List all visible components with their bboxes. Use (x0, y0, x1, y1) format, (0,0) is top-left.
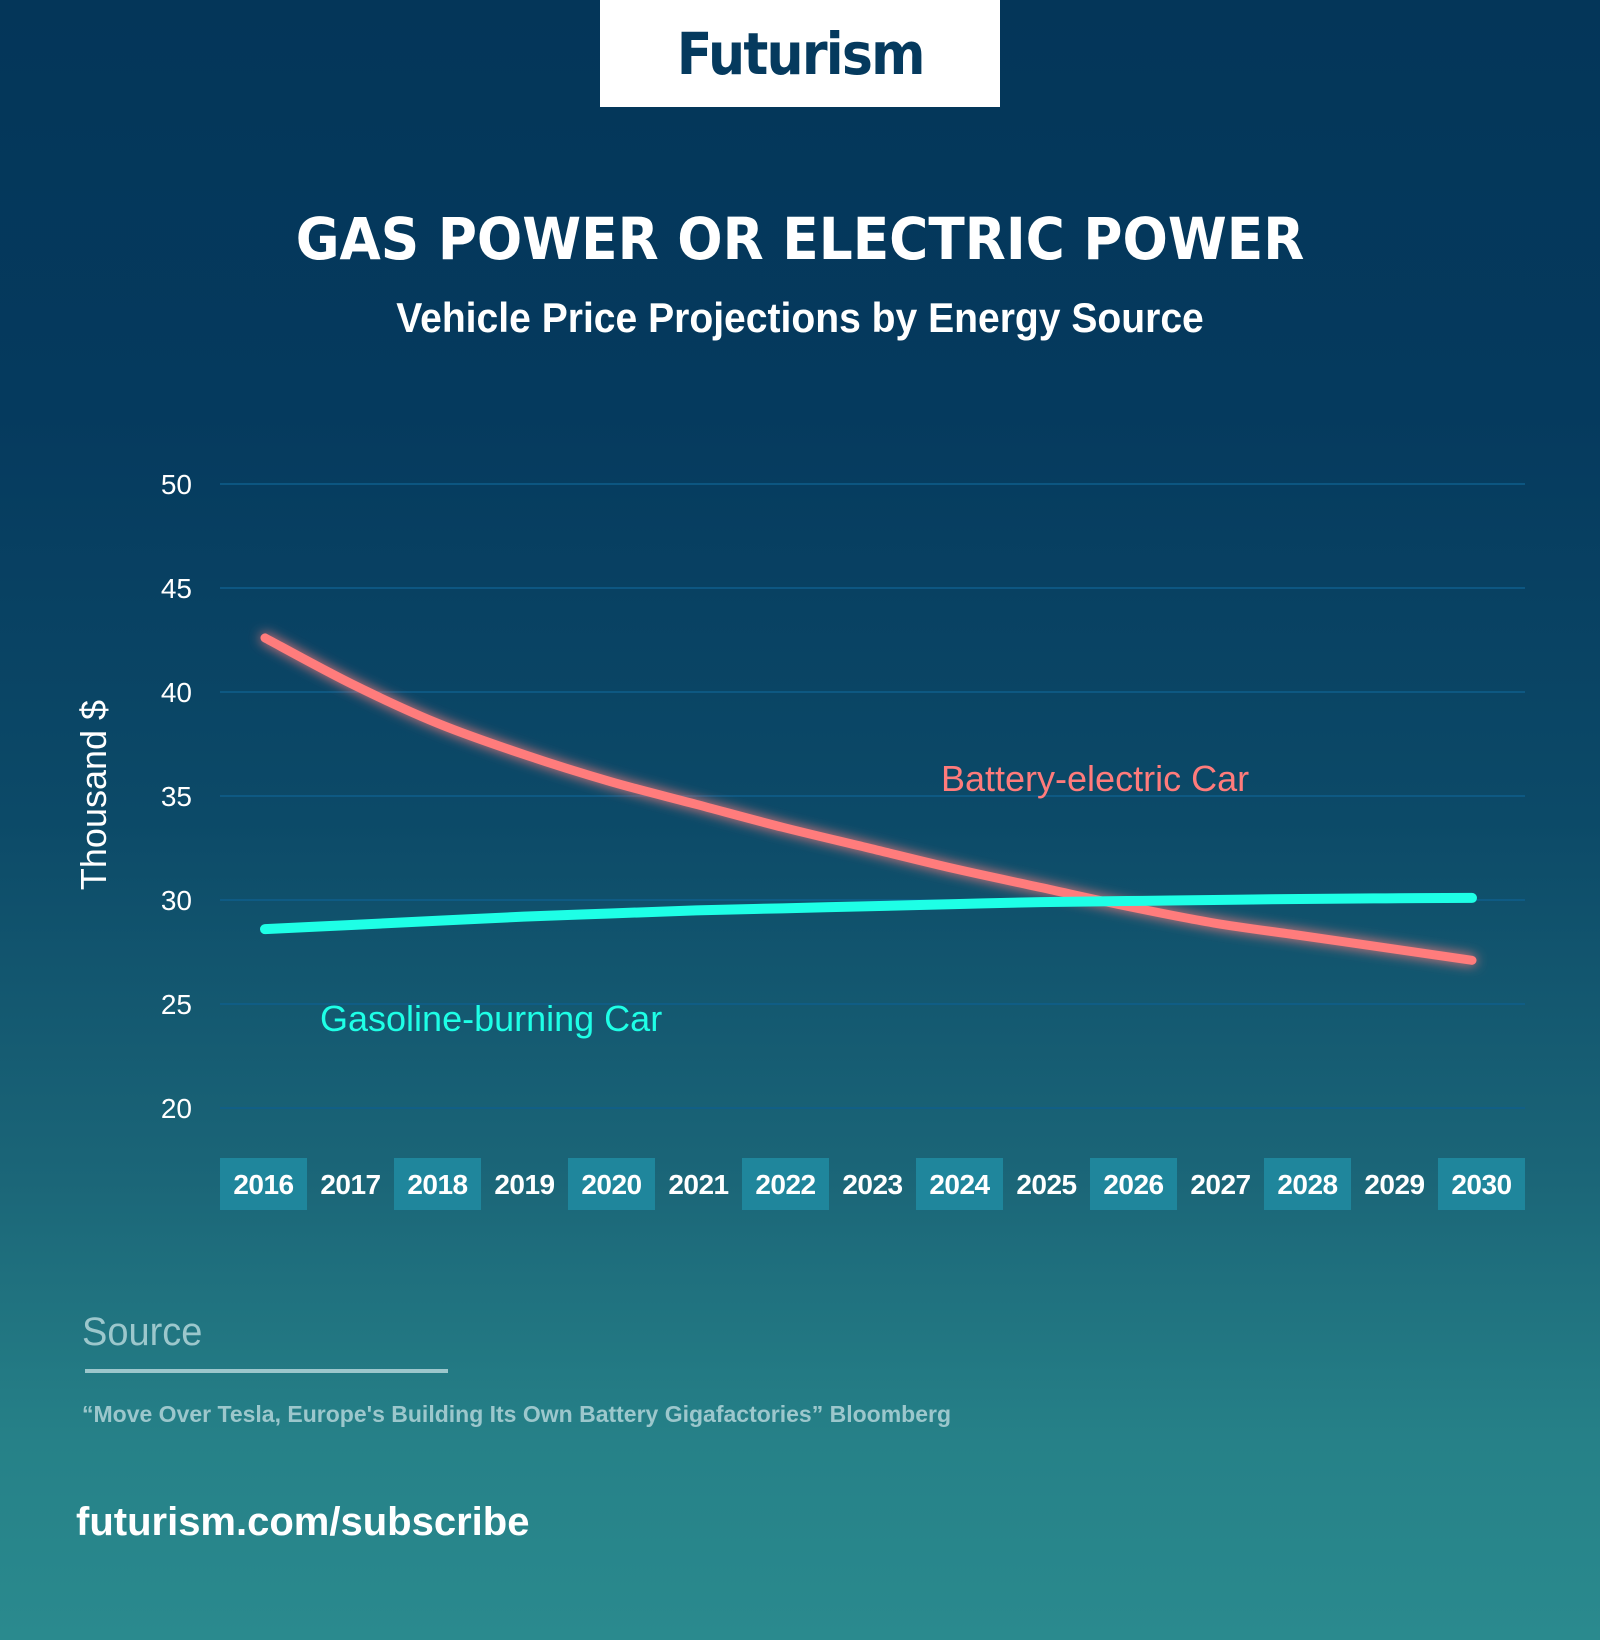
year-highlight-box (1264, 1158, 1351, 1210)
year-highlight-box (1438, 1158, 1525, 1210)
logo-box: Futurism (600, 0, 1000, 107)
x-tick-label: 2026 (1103, 1169, 1163, 1200)
x-tick-label: 2030 (1451, 1169, 1511, 1200)
y-tick-label: 40 (161, 677, 192, 708)
y-tick-label: 25 (161, 989, 192, 1020)
year-highlight-box (220, 1158, 307, 1210)
x-tick-label: 2020 (581, 1169, 641, 1200)
x-tick-label: 2023 (842, 1169, 902, 1200)
gasoline-burning-line (260, 892, 1477, 935)
x-tick-label: 2017 (320, 1169, 380, 1200)
y-tick-label: 35 (161, 781, 192, 812)
source-heading: Source (82, 1310, 203, 1354)
x-tick-label: 2027 (1190, 1169, 1250, 1200)
x-tick-label: 2022 (755, 1169, 815, 1200)
y-axis-label: Thousand $ (73, 700, 114, 890)
x-tick-label: 2018 (407, 1169, 467, 1200)
year-highlight-box (742, 1158, 829, 1210)
chart-title: GAS POWER OR ELECTRIC POWER (295, 205, 1305, 273)
futurism-logo: Futurism (676, 19, 925, 88)
source-divider (85, 1369, 448, 1373)
x-tick-label: 2029 (1364, 1169, 1424, 1200)
source-citation: “Move Over Tesla, Europe's Building Its … (82, 1401, 952, 1427)
year-highlight-box (916, 1158, 1003, 1210)
chart-subtitle: Vehicle Price Projections by Energy Sour… (396, 294, 1204, 341)
x-tick-label: 2019 (494, 1169, 554, 1200)
y-tick-label: 30 (161, 885, 192, 916)
year-highlight-box (1090, 1158, 1177, 1210)
x-axis-ticks: 2016 2017 2018 2019 2020 2021 2022 2023 2024 2025… (220, 1158, 1525, 1210)
year-highlight-box (568, 1158, 655, 1210)
x-tick-label: 2028 (1277, 1169, 1337, 1200)
y-axis-ticks: 20 25 30 35 40 45 50 (161, 469, 192, 1124)
x-tick-label: 2016 (233, 1169, 293, 1200)
gasoline-burning-label: Gasoline-burning Car (320, 998, 662, 1039)
x-tick-label: 2024 (929, 1169, 990, 1200)
x-tick-label: 2021 (668, 1169, 728, 1200)
battery-electric-line (260, 633, 1477, 965)
y-tick-label: 50 (161, 469, 192, 500)
y-tick-label: 20 (161, 1093, 192, 1124)
subscribe-link[interactable]: futurism.com/subscribe (76, 1500, 530, 1544)
y-tick-label: 45 (161, 573, 192, 604)
year-highlight-box (394, 1158, 481, 1210)
battery-electric-label: Battery-electric Car (941, 758, 1249, 799)
series-lines (260, 633, 1477, 965)
x-tick-label: 2025 (1016, 1169, 1076, 1200)
